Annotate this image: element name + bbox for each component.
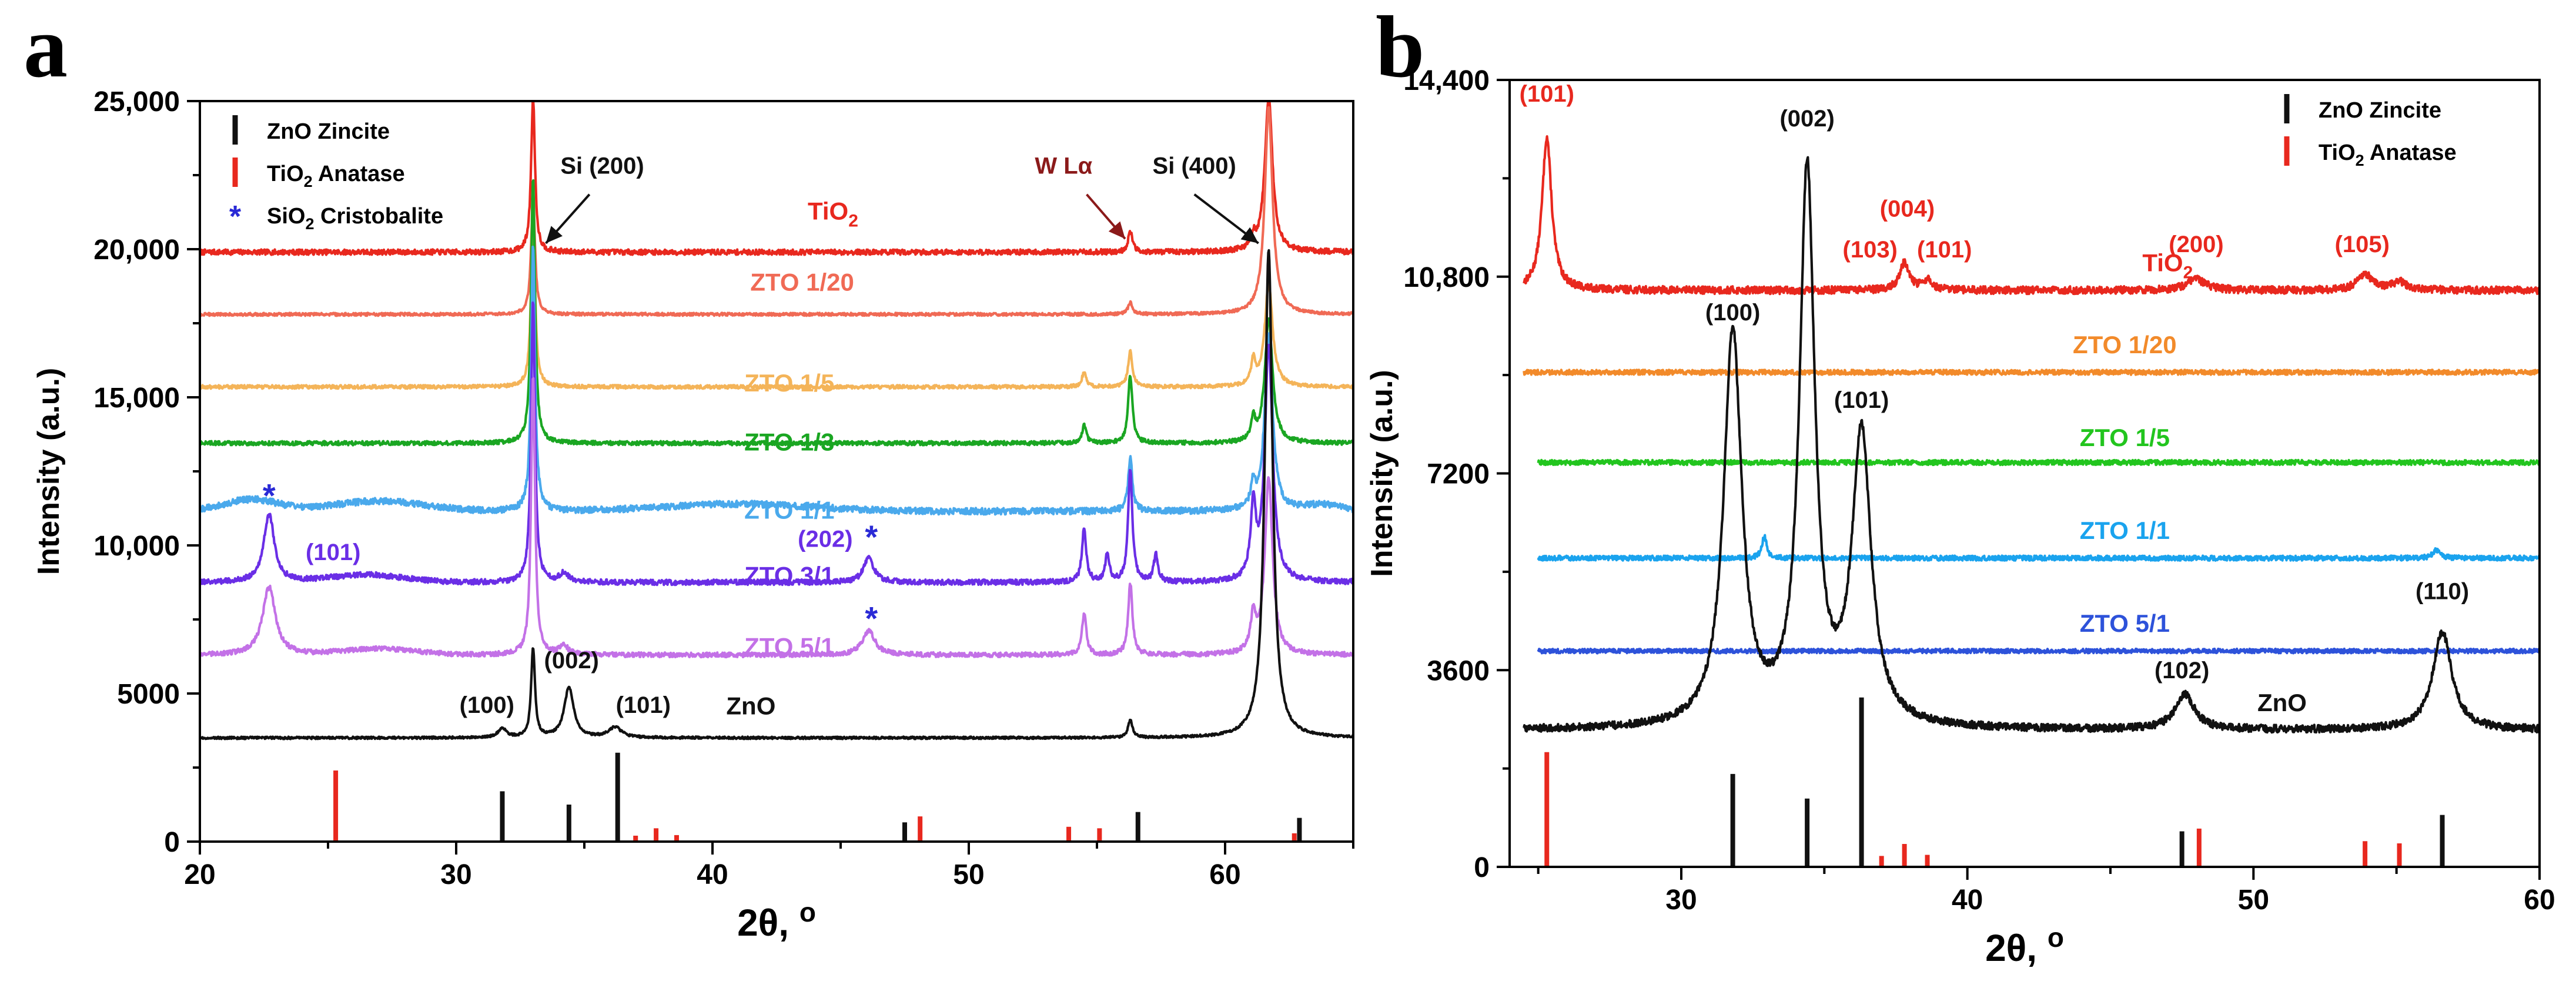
legend-star-icon: * (229, 200, 242, 234)
x-tick-label: 60 (2524, 885, 2555, 916)
series-label: ZTO 1/3 (744, 428, 834, 456)
x-tick-label: 50 (953, 859, 984, 890)
peak-annotation: (101) (616, 692, 671, 718)
series-label: ZTO 1/5 (744, 369, 834, 397)
series-line-tio2 (198, 98, 1354, 256)
series-label: TiO2 (2142, 249, 2193, 282)
x-tick-label: 20 (184, 859, 215, 890)
series-line-zto-1-3 (199, 179, 1355, 447)
panel-letter: a (24, 0, 68, 96)
annotation-arrowhead (1240, 227, 1259, 243)
legend-label: ZnO Zincite (267, 119, 390, 144)
series-line-zto-5-1 (1537, 647, 2541, 655)
series-line-zto-1-20 (199, 106, 1354, 317)
peak-annotation: (101) (1520, 81, 1574, 107)
y-tick-label: 25,000 (93, 86, 180, 118)
series-label: ZTO 1/20 (750, 269, 854, 296)
peak-annotation: (102) (2155, 658, 2209, 684)
peak-annotation: (002) (1779, 106, 1834, 132)
y-tick-label: 15,000 (93, 383, 180, 414)
series-label: ZTO 1/1 (2080, 517, 2170, 544)
peak-annotation: (200) (2169, 232, 2223, 257)
peak-annotation: (101) (1834, 387, 1889, 413)
x-axis-label: 2θ, o (1985, 922, 2064, 969)
annotation-arrowhead (546, 226, 563, 243)
x-tick-label: 40 (1952, 885, 1983, 916)
peak-annotation: Si (200) (560, 153, 644, 179)
series-label: ZTO 1/1 (744, 497, 834, 524)
series-line-zto-1-20 (1523, 368, 2541, 376)
y-axis-label: Intensity (a.u.) (1365, 370, 1399, 577)
x-tick-label: 30 (440, 859, 471, 890)
y-tick-label: 0 (1474, 852, 1490, 883)
series-label: TiO2 (808, 197, 858, 231)
peak-annotation: (002) (544, 648, 599, 674)
peak-annotation: (100) (460, 692, 514, 718)
y-tick-label: 14,400 (1403, 65, 1490, 96)
peak-annotation: (100) (1705, 300, 1760, 326)
x-tick-label: 30 (1665, 885, 1697, 916)
panel-a: a 20 30 40 50 60 0 5000 10,000 15,000 20,000 25,000… (24, 0, 1355, 944)
series-line-zto-3-1 (199, 301, 1354, 587)
legend-label: TiO2 Anatase (267, 162, 405, 190)
series-label: ZTO 5/1 (2080, 609, 2170, 637)
series-label: ZTO 5/1 (744, 632, 834, 660)
x-axis-label: 2θ, o (737, 897, 816, 944)
series-line-zno (199, 249, 1355, 741)
peak-annotation: (202) (798, 527, 852, 552)
series-label: ZnO (2257, 689, 2307, 716)
series-label: ZTO 3/1 (744, 562, 834, 589)
y-tick-label: 10,000 (93, 531, 180, 562)
series-line-zto-5-1 (198, 377, 1354, 659)
y-tick-label: 7200 (1427, 459, 1490, 490)
series-label: ZTO 1/5 (2080, 424, 2170, 451)
cristobalite-star-icon: * (865, 518, 878, 555)
y-tick-label: 0 (164, 827, 180, 858)
peak-annotation: (110) (2416, 578, 2469, 604)
x-tick-label: 50 (2238, 885, 2269, 916)
peak-annotation: (004) (1880, 196, 1935, 222)
legend-label: TiO2 Anatase (2319, 140, 2457, 169)
annotation-arrowhead (1108, 221, 1125, 239)
panel-letter: b (1376, 0, 1424, 96)
series-line-zto-1-5 (199, 209, 1355, 390)
peak-annotation: (103) (1843, 237, 1898, 263)
peak-annotation: W Lα (1035, 153, 1092, 179)
y-tick-label: 5000 (117, 679, 180, 710)
top-mask (199, 0, 1354, 100)
cristobalite-star-icon: * (263, 477, 276, 514)
y-tick-label: 20,000 (93, 234, 180, 266)
series-line-zto-1-1 (1537, 534, 2541, 562)
peak-annotation: (105) (2335, 232, 2390, 257)
peak-annotation: (101) (1917, 237, 1972, 263)
y-tick-label: 10,800 (1403, 262, 1490, 293)
series-line-zno (1523, 156, 2541, 734)
series-line-zto-1-1 (199, 245, 1355, 516)
cristobalite-star-icon: * (865, 599, 878, 636)
x-tick-label: 40 (697, 859, 728, 890)
x-tick-label: 60 (1209, 859, 1240, 890)
series-line-zto-1-5 (1537, 458, 2541, 467)
legend-label: ZnO Zincite (2319, 98, 2441, 123)
y-axis-label: Intensity (a.u.) (32, 368, 66, 575)
peak-annotation: (101) (306, 540, 360, 565)
series-label: ZnO (726, 692, 775, 719)
series-label: ZTO 1/20 (2073, 331, 2177, 359)
series-line-tio2 (1523, 135, 2541, 296)
peak-annotation: Si (400) (1153, 153, 1236, 179)
panel-b: b 30 40 50 60 0 3600 7200 10,800 14,400 2θ, o Inten… (1365, 0, 2555, 969)
top-mask (1508, 0, 2541, 79)
legend-label: SiO2 Cristobalite (267, 204, 443, 233)
y-tick-label: 3600 (1427, 655, 1490, 686)
